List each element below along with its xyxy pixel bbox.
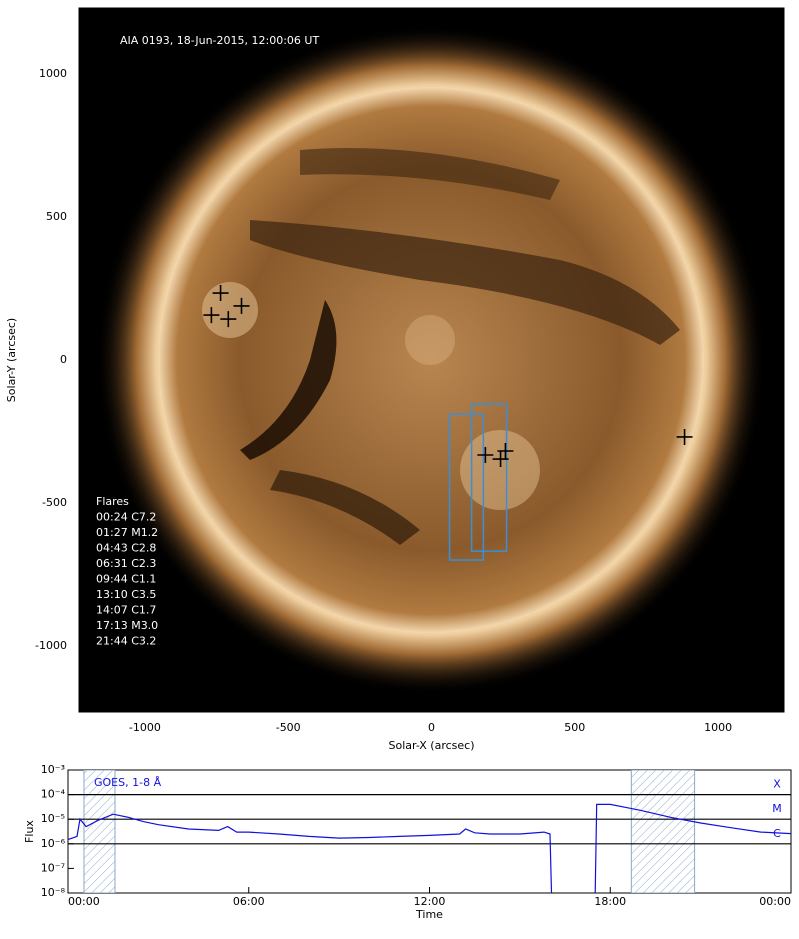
solar-panel (78, 7, 785, 713)
flare-entry: 06:31 C2.3 (96, 557, 156, 570)
y-tick-label: 10⁻³ (41, 763, 65, 776)
x-tick-label: 500 (564, 721, 585, 734)
flux-line (68, 803, 791, 893)
sun-image (96, 25, 766, 695)
y-tick-label: 10⁻⁸ (41, 886, 66, 899)
y-axis-label: Solar-Y (arcsec) (5, 318, 18, 402)
flare-marker (676, 428, 693, 445)
region-box (470, 403, 508, 552)
shaded-interval (630, 770, 696, 893)
flare-marker (203, 307, 220, 324)
x-tick-label: 00:00 (68, 895, 100, 908)
y-tick-label: 10⁻⁴ (41, 788, 66, 801)
flare-entry: 04:43 C2.8 (96, 542, 156, 555)
flare-marker (477, 447, 494, 464)
shaded-interval (83, 770, 116, 893)
legend-label: GOES, 1-8 Å (94, 776, 162, 789)
y-tick-label: 10⁻⁶ (41, 837, 66, 850)
flare-entry: 01:27 M1.2 (96, 526, 158, 539)
flare-marker (220, 311, 237, 328)
x-tick-label: -1000 (129, 721, 161, 734)
y-tick-label: 0 (60, 353, 67, 366)
x-axis-label: Time (415, 908, 443, 921)
flares-title: Flares (96, 495, 129, 508)
flare-marker (492, 451, 509, 468)
x-tick-label: 00:00 (759, 895, 791, 908)
flare-marker (212, 285, 229, 302)
x-axis-label: Solar-X (arcsec) (389, 739, 475, 752)
x-tick-label: 1000 (704, 721, 732, 734)
flare-marker (233, 297, 250, 314)
x-tick-label: 18:00 (594, 895, 626, 908)
y-tick-label: 1000 (39, 67, 67, 80)
flare-entry: 00:24 C7.2 (96, 511, 156, 524)
flare-entry: 21:44 C3.2 (96, 635, 156, 648)
class-label: C (773, 827, 781, 840)
y-tick-label: -500 (42, 496, 67, 509)
region-box (448, 413, 485, 561)
y-tick-label: -1000 (35, 639, 67, 652)
flare-entry: 17:13 M3.0 (96, 619, 158, 632)
class-label: M (772, 802, 782, 815)
flare-entry: 14:07 C1.7 (96, 604, 156, 617)
x-tick-label: 06:00 (233, 895, 265, 908)
y-tick-label: 10⁻⁵ (41, 812, 65, 825)
class-label: X (773, 778, 781, 791)
x-tick-label: -500 (276, 721, 301, 734)
flare-entry: 13:10 C3.5 (96, 588, 156, 601)
flare-marker (497, 443, 514, 460)
flare-entry: 09:44 C1.1 (96, 573, 156, 586)
x-tick-label: 12:00 (414, 895, 446, 908)
x-tick-label: 0 (428, 721, 435, 734)
y-axis-label: Flux (23, 820, 36, 843)
plot-area (68, 770, 791, 893)
y-tick-label: 10⁻⁷ (41, 861, 65, 874)
y-tick-label: 500 (46, 210, 67, 223)
annotation: AIA 0193, 18-Jun-2015, 12:00:06 UT (120, 34, 319, 47)
